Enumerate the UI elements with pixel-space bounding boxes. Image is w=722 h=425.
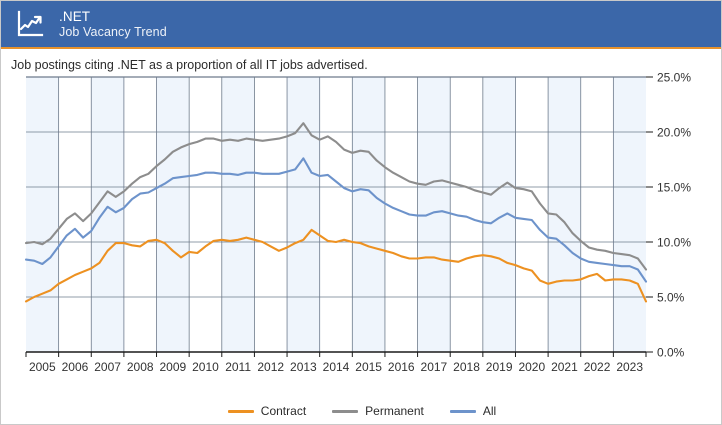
legend-item-permanent[interactable]: Permanent (332, 404, 424, 418)
y-axis-ticks: 0.0% 5.0% 10.0% 15.0% 20.0% 25.0% (646, 72, 691, 360)
y-tick-label: 15.0% (657, 181, 691, 195)
x-tick-label: 2016 (388, 360, 415, 374)
series-line-all (24, 157, 648, 283)
legend-item-contract[interactable]: Contract (227, 404, 307, 418)
x-tick-label: 2010 (192, 360, 219, 374)
x-tick-label: 2022 (584, 360, 611, 374)
x-tick-label: 2005 (29, 360, 56, 374)
x-axis-ticks: 2005 2006 2007 2008 2009 2010 2011 2012 2013 2014… (25, 352, 647, 374)
series-line-contract (24, 228, 648, 303)
x-tick-label: 2009 (159, 360, 186, 374)
x-tick-label: 2023 (616, 360, 643, 374)
series-line-permanent (24, 122, 648, 271)
y-tick-label: 25.0% (657, 72, 691, 85)
x-tick-label: 2011 (225, 360, 251, 374)
x-tick-label: 2020 (518, 360, 545, 374)
x-tick-label: 2019 (486, 360, 513, 374)
x-tick-label: 2018 (453, 360, 480, 374)
chart-series-group (24, 122, 648, 303)
chart-description: Job postings citing .NET as a proportion… (11, 58, 368, 72)
y-tick-label: 10.0% (657, 236, 691, 250)
legend-swatch-icon (449, 409, 476, 413)
x-tick-label: 2006 (62, 360, 89, 374)
chart-legend: Contract Permanent All (1, 404, 722, 418)
line-chart-up-icon (17, 10, 44, 37)
x-tick-label: 2007 (94, 360, 121, 374)
header-text-block: .NET Job Vacancy Trend (59, 9, 167, 38)
x-tick-label: 2014 (323, 360, 350, 374)
chart-vertical-gridlines (58, 77, 614, 352)
chart-container: 2005 2006 2007 2008 2009 2010 2011 2012 2013 2014… (1, 72, 722, 424)
x-tick-label: 2017 (421, 360, 448, 374)
trend-line-chart: 2005 2006 2007 2008 2009 2010 2011 2012 2013 2014… (24, 72, 691, 374)
widget-header: .NET Job Vacancy Trend (1, 1, 721, 49)
y-tick-label: 5.0% (657, 291, 685, 305)
legend-label: Contract (260, 404, 307, 418)
x-tick-label: 2013 (290, 360, 317, 374)
legend-label: All (482, 404, 497, 418)
y-tick-label: 0.0% (657, 346, 685, 360)
page-subtitle: Job Vacancy Trend (59, 24, 167, 39)
legend-item-all[interactable]: All (449, 404, 497, 418)
legend-label: Permanent (365, 404, 424, 418)
x-tick-label: 2015 (355, 360, 382, 374)
legend-swatch-icon (227, 409, 254, 413)
page-title: .NET (59, 9, 91, 25)
x-tick-label: 2012 (257, 360, 284, 374)
legend-swatch-icon (332, 409, 359, 413)
x-tick-label: 2008 (127, 360, 154, 374)
x-tick-label: 2021 (551, 360, 578, 374)
y-tick-label: 20.0% (657, 126, 691, 140)
